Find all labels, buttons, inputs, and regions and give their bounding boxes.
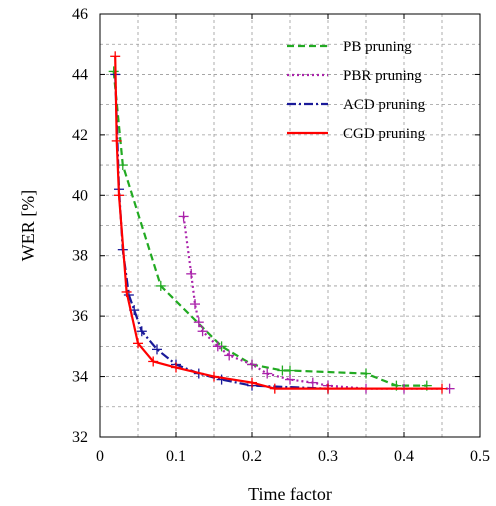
legend: PB pruning PBR pruning ACD pruning CGD prun… — [287, 39, 426, 142]
data-point-pb-pruning — [117, 160, 128, 171]
data-point-cgd-pruning — [114, 190, 124, 201]
x-tick-label: 0.2 — [242, 448, 262, 465]
series-lines — [108, 51, 455, 394]
data-point-acd-pruning — [216, 374, 227, 385]
data-point-acd-pruning — [152, 344, 162, 355]
y-tick-label: 38 — [72, 248, 88, 265]
data-point-cgd-pruning — [148, 356, 159, 367]
legend-label: ACD pruning — [343, 97, 426, 113]
data-point-cgd-pruning — [133, 338, 143, 349]
legend-item-cgd-pruning: CGD pruning — [287, 126, 426, 142]
y-axis-label: WER [%] — [18, 190, 38, 261]
data-point-cgd-pruning — [323, 383, 333, 394]
x-tick-label: 0.4 — [394, 448, 414, 465]
data-point-pbr-pruning — [224, 350, 235, 361]
data-point-cgd-pruning — [437, 383, 447, 394]
series-line-pbr-pruning — [182, 216, 450, 390]
data-point-pb-pruning — [285, 365, 295, 376]
y-tick-label: 44 — [72, 66, 88, 83]
x-tick-label: 0.1 — [166, 448, 186, 465]
data-point-cgd-pruning — [269, 383, 280, 394]
series-cgd-pruning — [110, 51, 447, 394]
series-line-pb-pruning — [112, 71, 427, 387]
data-point-cgd-pruning — [111, 135, 122, 146]
y-tick-label: 42 — [72, 127, 88, 144]
data-point-pbr-pruning — [178, 211, 189, 222]
legend-label: PBR pruning — [343, 68, 422, 84]
y-tick-label: 32 — [72, 429, 88, 446]
data-point-pb-pruning — [155, 280, 166, 291]
series-pbr-pruning — [178, 211, 455, 394]
data-point-pb-pruning — [361, 368, 371, 379]
data-point-cgd-pruning — [110, 51, 121, 62]
data-point-acd-pruning — [136, 326, 147, 337]
axes: 0 0.1 0.2 0.3 0.4 0.5 32 34 36 38 40 42 44 46 — [72, 6, 490, 465]
series-line-cgd-pruning — [114, 56, 442, 390]
data-point-pbr-pruning — [190, 299, 200, 310]
data-point-pbr-pruning — [262, 368, 273, 379]
data-point-pbr-pruning — [307, 377, 318, 388]
grid — [100, 14, 480, 437]
data-point-cgd-pruning — [209, 371, 219, 382]
x-axis-label: Time factor — [248, 484, 332, 504]
series-pb-pruning — [108, 66, 432, 391]
legend-label: PB pruning — [343, 39, 412, 55]
x-tick-label: 0.3 — [318, 448, 338, 465]
data-point-cgd-pruning — [171, 362, 181, 373]
data-point-pbr-pruning — [285, 374, 295, 385]
data-point-cgd-pruning — [247, 377, 257, 388]
y-tick-label: 40 — [72, 187, 88, 204]
x-tick-label: 0 — [96, 448, 104, 465]
y-tick-label: 34 — [72, 369, 88, 386]
data-point-pbr-pruning — [197, 326, 208, 337]
plot-frame — [99, 13, 481, 438]
legend-item-acd-pruning: ACD pruning — [287, 97, 426, 113]
y-tick-label: 46 — [72, 6, 88, 23]
y-tick-label: 36 — [72, 308, 88, 325]
legend-label: CGD pruning — [343, 126, 426, 142]
data-point-pbr-pruning — [193, 317, 204, 328]
data-point-cgd-pruning — [121, 286, 132, 297]
data-point-pbr-pruning — [247, 359, 257, 370]
x-tick-label: 0.5 — [470, 448, 490, 465]
data-point-pbr-pruning — [186, 268, 197, 279]
data-point-pbr-pruning — [212, 341, 223, 352]
legend-item-pbr-pruning: PBR pruning — [287, 68, 422, 84]
legend-item-pb-pruning: PB pruning — [287, 39, 412, 55]
